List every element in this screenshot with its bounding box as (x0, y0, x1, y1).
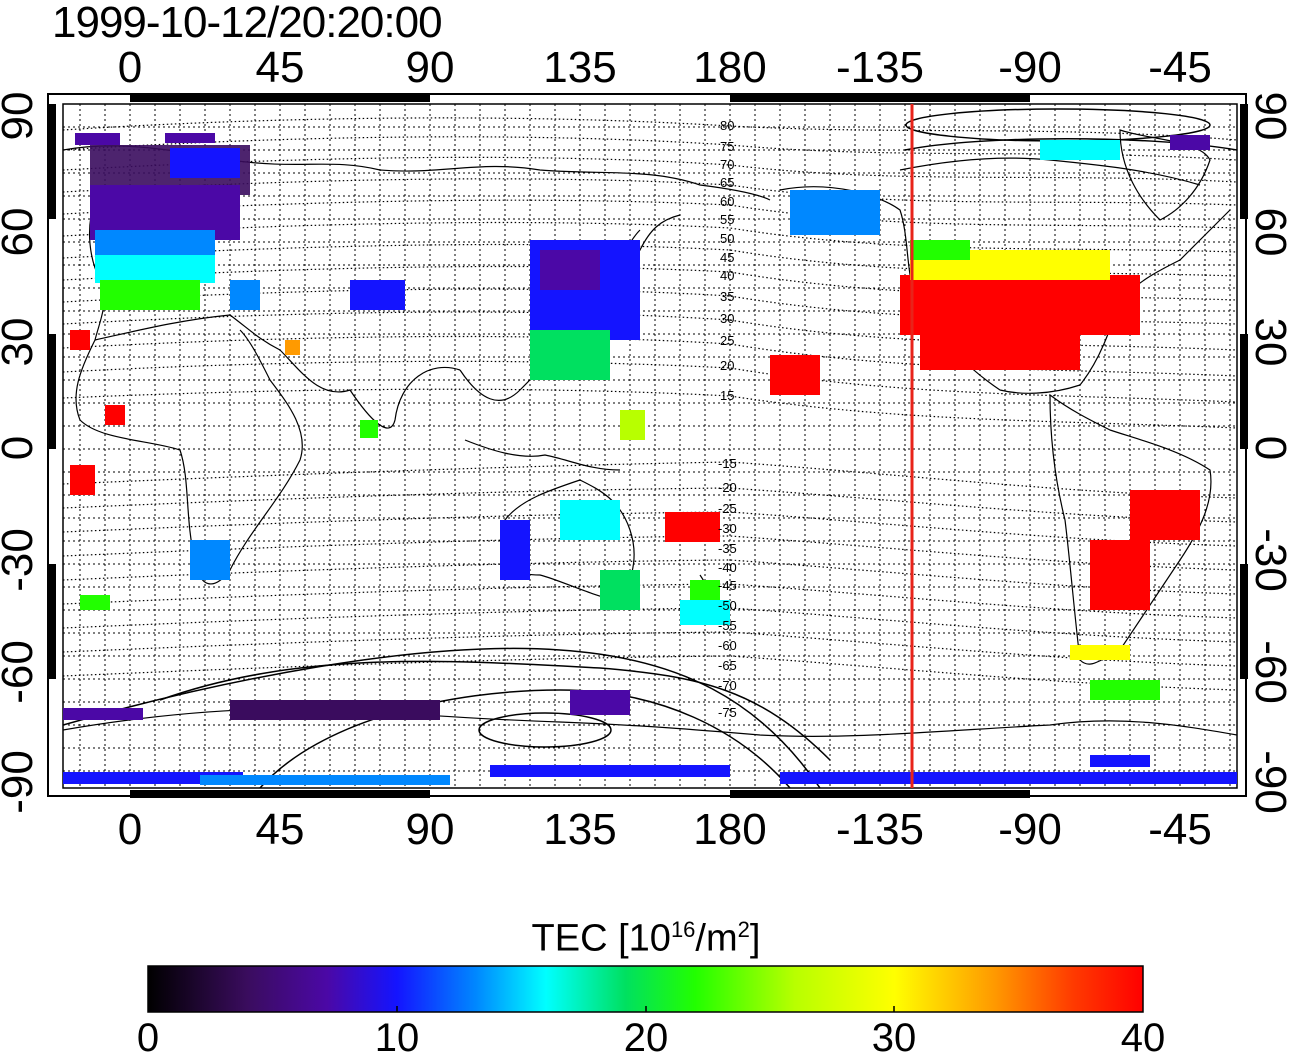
contour-label: -75 (718, 705, 737, 720)
lon-label: 0 (117, 43, 143, 92)
lon-label: 135 (543, 43, 617, 92)
contour-label: -15 (718, 456, 737, 471)
timestamp-title: 1999-10-12/20:20:00 (52, 0, 443, 47)
tec-data-points (63, 133, 1237, 785)
contour-label: 70 (720, 157, 734, 172)
lon-label: 45 (255, 43, 305, 92)
contour-label: 80 (720, 118, 734, 133)
contour-label: 30 (720, 311, 734, 326)
lon-label: 45 (255, 805, 305, 854)
colorbar-tick-label: 0 (136, 1016, 160, 1060)
contour-label: 75 (720, 139, 734, 154)
contour-label: -25 (718, 501, 737, 516)
contour-label: 55 (720, 212, 734, 227)
lon-label: -45 (1148, 43, 1212, 92)
contour-label: -30 (718, 521, 737, 536)
colorbar-title: TEC [1016/m2] (531, 917, 761, 960)
lon-label: -90 (998, 805, 1062, 854)
contour-label: 50 (720, 231, 734, 246)
contour-label: -35 (718, 541, 737, 556)
lon-label: 135 (543, 805, 617, 854)
contour-label: -45 (718, 578, 737, 593)
contour-label: 15 (720, 388, 734, 403)
lon-label: -45 (1148, 805, 1212, 854)
contour-label: -70 (718, 678, 737, 693)
contour-label: 45 (720, 250, 734, 265)
lon-label: 180 (693, 43, 767, 92)
lon-label: 90 (405, 43, 455, 92)
contour-label: -55 (718, 618, 737, 633)
contour-labels: 80 75 70 65 60 55 50 45 40 35 30 25 20 1… (718, 118, 737, 720)
colorbar-tick-label: 20 (623, 1016, 669, 1060)
lon-label: -90 (998, 43, 1062, 92)
colorbar-tick-label: 10 (374, 1016, 420, 1060)
contour-label: -50 (718, 598, 737, 613)
contour-label: 40 (720, 268, 734, 283)
contour-label: -40 (718, 560, 737, 575)
colorbar-tick-label: 30 (871, 1016, 917, 1060)
contour-label: 60 (720, 194, 734, 209)
contour-label: 35 (720, 289, 734, 304)
graticule-grid (63, 104, 1237, 788)
lon-label: -135 (835, 43, 925, 92)
lon-label: 90 (405, 805, 455, 854)
contour-label: -65 (718, 658, 737, 673)
contour-label: 20 (720, 358, 734, 373)
lon-label: -135 (835, 805, 925, 854)
contour-label: -20 (718, 480, 737, 495)
lon-label: 180 (693, 805, 767, 854)
contour-label: -60 (718, 638, 737, 653)
contour-label: 25 (720, 333, 734, 348)
lon-label: 0 (117, 805, 143, 854)
colorbar (147, 965, 1144, 1013)
contour-label: 65 (720, 175, 734, 190)
colorbar-tick-label: 40 (1120, 1016, 1166, 1060)
